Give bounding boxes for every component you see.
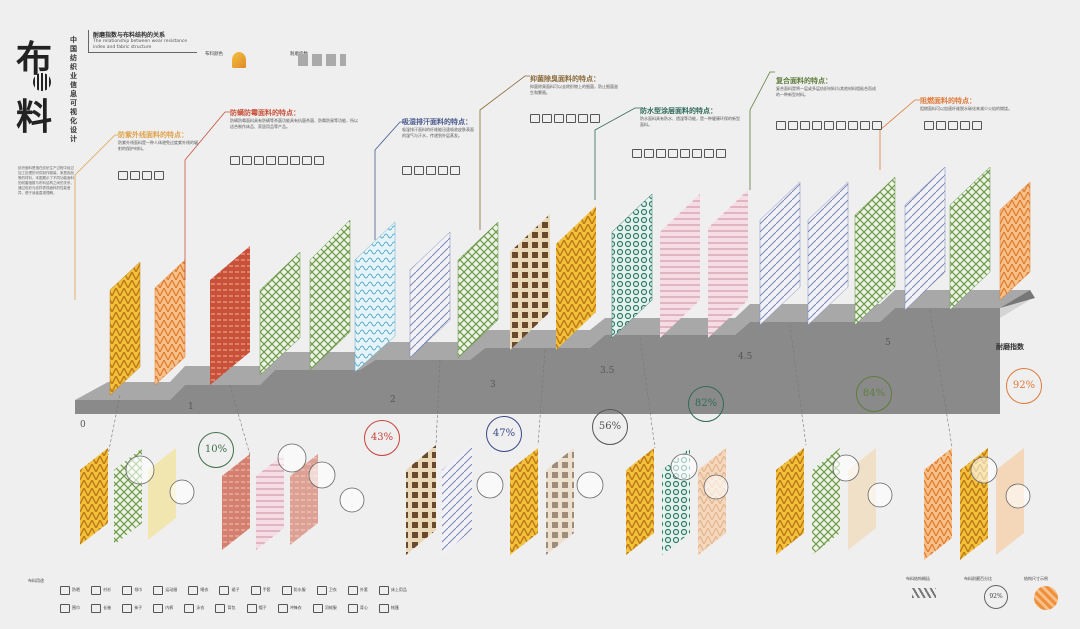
usage-item: 睡衣: [188, 585, 208, 595]
step-3-5: 3.5: [600, 366, 615, 376]
vertical-title: 中国纺织业信息可视化设计: [70, 36, 77, 143]
feature-wicking-body: 吸湿排汗面料的纤维能迅速吸收皮肤表面的湿气与汗水，传递到外层蒸发。: [402, 127, 474, 138]
usage-icons-waterproof: [632, 143, 728, 162]
usage-item: 手套: [250, 585, 271, 595]
structure-legend-icon: [912, 588, 936, 598]
feature-uv: 防紫外线面料的特点： 防紫外线面料是一种人体避免过度紫外线的辐射的保护材料。: [118, 130, 198, 151]
usage-item: 冲锋衣: [277, 603, 302, 613]
usage-item: 长袖: [91, 603, 111, 613]
feature-composite-heading: 复合面料的特点：: [776, 77, 832, 85]
usage-item: 泳衣: [184, 603, 204, 613]
usage-legend-row1: 防晒 衬衫 领巾 运动服 睡衣 裙子 手套 防水服 卫衣 外套 床上用品: [60, 576, 460, 595]
usage-icons-antibacterial: [530, 108, 602, 127]
scale-legend-icon: [1034, 586, 1058, 610]
usage-item: 运动服: [153, 585, 177, 595]
axis-label: 耐磨指数: [996, 343, 1024, 351]
ratio-legend-circle: 92%: [984, 585, 1008, 609]
header-title-en: The relationship between wear resistance…: [93, 39, 188, 50]
pct-82: 82%: [688, 386, 724, 422]
step-1: 1: [188, 402, 194, 412]
usage-item: 帐篷: [378, 603, 399, 613]
feature-antibacterial-body: 抑菌除臭面料可以去除织物上的细菌，防止细菌滋生和繁殖。: [530, 84, 618, 95]
feature-antimite-body: 防螨防霉面料具有防螨等杀菌功能具有抗菌杀菌、防霉防臭等功能，所以适合制作床品、家…: [230, 118, 358, 129]
usage-item: 卫衣: [316, 585, 337, 595]
legend-fabric-color: 布料颜色: [205, 40, 223, 59]
swatch-detail-circles: [125, 443, 1031, 513]
fabric-panels: [109, 166, 1031, 396]
usage-item: 袜子: [122, 603, 142, 613]
pct-47: 47%: [486, 416, 522, 452]
usage-item: 领巾: [122, 585, 142, 595]
feature-composite: 复合面料的特点： 复合面料是将一层或多层纺织材料与其他材料相粘合而成的一种新型材…: [776, 76, 876, 97]
usage-item: 帽子: [246, 603, 267, 613]
drop-lines: [107, 309, 953, 456]
title-ornament: [33, 73, 51, 91]
step-2: 2: [390, 395, 396, 405]
feature-antimite-heading: 防螨防霉面料的特点：: [230, 109, 300, 117]
feature-flame-retardant-heading: 阻燃面料的特点：: [920, 97, 976, 105]
usage-item: 防水服: [281, 585, 306, 595]
usage-item: 背心: [347, 603, 368, 613]
pct-84: 84%: [856, 376, 892, 412]
usage-item: 背包: [215, 603, 235, 613]
scale-legend-label: 结构尺寸示例: [1024, 576, 1048, 581]
feature-waterproof-body: 防水面料具有防水、透湿等功能，是一种健康环保的新型面料。: [640, 116, 740, 127]
header-title-cn: 耐磨指数与布料结构的关系: [93, 32, 166, 39]
pct-10: 10%: [198, 432, 234, 468]
feature-antimite: 防螨防霉面料的特点： 防螨防霉面料具有防螨等杀菌功能具有抗菌杀菌、防霉防臭等功能…: [230, 108, 360, 129]
staircase-platform: [75, 290, 1035, 414]
structure-legend-label: 布料结构概括: [906, 576, 930, 581]
intro-text: 纺织面料是指在纺织生产过程中经过加工处理的可供制作服装、家居用品等的材料。本图展…: [18, 166, 74, 195]
pct-56: 56%: [592, 409, 628, 445]
title-char-2: 料: [16, 96, 53, 138]
usage-item: 裙子: [219, 585, 239, 595]
feature-wicking-heading: 吸湿排汗面料的特点：: [402, 118, 472, 126]
usage-item: 内裤: [153, 603, 173, 613]
feature-uv-body: 防紫外线面料是一种人体避免过度紫外线的辐射的保护材料。: [118, 140, 198, 151]
feature-waterproof: 防水型涂层面料的特点： 防水面料具有防水、透湿等功能，是一种健康环保的新型面料。: [640, 106, 740, 127]
feature-antibacterial: 抑菌除臭面料的特点： 抑菌除臭面料可以去除织物上的细菌，防止细菌滋生和繁殖。: [530, 74, 620, 95]
feature-waterproof-heading: 防水型涂层面料的特点：: [640, 107, 717, 115]
ratio-legend-label: 布料耐磨百分比: [964, 576, 992, 581]
header-box: 耐磨指数与布料结构的关系 The relationship between we…: [88, 30, 197, 53]
usage-icons-antimite: [230, 150, 326, 169]
step-4-5: 4.5: [738, 352, 753, 362]
step-3: 3: [490, 380, 496, 390]
feature-flame-retardant-body: 阻燃面料可以加速纤维脱水碳化来减少火焰的燃烧。: [920, 106, 1012, 111]
usage-icons-flame: [924, 115, 984, 134]
feature-composite-body: 复合面料是将一层或多层纺织材料与其他材料相粘合而成的一种新型材料。: [776, 86, 876, 97]
flame-icon: [232, 52, 246, 68]
legend-fabric-color-label: 布料颜色: [205, 52, 223, 57]
usage-icons-composite: [776, 115, 884, 134]
usage-icons-uv: [118, 165, 166, 184]
stack-icon: [298, 54, 346, 66]
usage-item: 外套: [347, 585, 368, 595]
feature-uv-heading: 防紫外线面料的特点：: [118, 131, 188, 139]
usage-item: 防晒: [60, 585, 80, 595]
usage-legend-row2: 围巾 长袖 袜子 内裤 泳衣 背包 帽子 冲锋衣 羽绒服 背心 帐篷: [60, 594, 460, 613]
callout-lines: [74, 71, 920, 300]
usage-item: 围巾: [60, 603, 80, 613]
usage-item: 床上用品: [378, 585, 407, 595]
feature-antibacterial-heading: 抑菌除臭面料的特点：: [530, 75, 600, 83]
usage-legend-label: 布料用途: [28, 578, 44, 583]
step-0: 0: [80, 420, 86, 430]
pct-92: 92%: [1006, 368, 1042, 404]
feature-wicking: 吸湿排汗面料的特点： 吸湿排汗面料的纤维能迅速吸收皮肤表面的湿气与汗水，传递到外…: [402, 117, 474, 138]
feature-flame-retardant: 阻燃面料的特点： 阻燃面料可以加速纤维脱水碳化来减少火焰的燃烧。: [920, 96, 1020, 112]
step-5: 5: [885, 338, 891, 348]
usage-item: 衬衫: [91, 585, 111, 595]
usage-icons-wicking: [402, 160, 462, 179]
usage-item: 羽绒服: [312, 603, 337, 613]
pct-43: 43%: [364, 420, 400, 456]
